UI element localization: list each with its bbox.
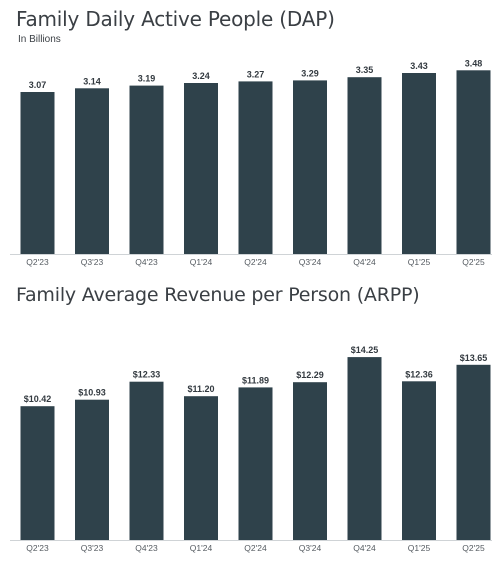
dap-x-tick-label-7: Q1'25 — [408, 257, 431, 267]
dap-bar-6 — [347, 77, 382, 254]
arpp-value-label-1: $10.93 — [78, 388, 106, 398]
arpp-value-label-2: $12.33 — [133, 370, 161, 380]
arpp-bar-1 — [75, 399, 109, 540]
dap-bar-chart: 3.07 Q2'23 3.14 Q3'23 3.19 Q4'23 3.24 Q1'24 3.27… — [10, 58, 492, 267]
arpp-bar-7 — [402, 381, 436, 540]
arpp-value-label-6: $14.25 — [351, 345, 379, 355]
arpp-value-label-0: $10.42 — [24, 394, 52, 404]
dap-value-label-0: 3.07 — [29, 80, 47, 90]
dap-value-label-7: 3.43 — [410, 61, 428, 71]
dap-bar-5 — [293, 80, 327, 255]
arpp-x-tick-label-2: Q4'23 — [135, 543, 158, 553]
dap-bar-0 — [20, 92, 55, 254]
arpp-bar-8 — [456, 364, 491, 540]
dap-chart-title: Family Daily Active People (DAP) — [16, 7, 335, 31]
dap-value-label-5: 3.29 — [301, 68, 319, 78]
dap-x-tick-label-6: Q4'24 — [353, 257, 376, 267]
arpp-x-tick-label-5: Q3'24 — [299, 543, 322, 553]
arpp-bar-0 — [20, 406, 55, 540]
dap-value-label-8: 3.48 — [465, 58, 483, 68]
arpp-x-tick-label-8: Q2'25 — [462, 543, 485, 553]
dap-x-tick-label-5: Q3'24 — [299, 257, 322, 267]
arpp-bar-5 — [293, 382, 327, 540]
arpp-x-tick-label-6: Q4'24 — [353, 543, 376, 553]
arpp-value-label-3: $11.20 — [187, 384, 214, 394]
dap-bar-4 — [238, 81, 273, 255]
dap-chart-subtitle: In Billions — [18, 34, 61, 45]
dap-x-tick-label-0: Q2'23 — [26, 257, 49, 267]
dap-x-tick-label-2: Q4'23 — [135, 257, 158, 267]
dap-value-label-6: 3.35 — [356, 65, 374, 75]
arpp-value-label-8: $13.65 — [460, 353, 488, 363]
arpp-x-tick-label-3: Q1'24 — [190, 543, 213, 553]
arpp-bar-2 — [129, 381, 164, 540]
arpp-x-tick-label-1: Q3'23 — [81, 543, 104, 553]
dap-x-tick-label-3: Q1'24 — [190, 257, 213, 267]
dap-bar-1 — [75, 88, 109, 254]
arpp-x-tick-label-0: Q2'23 — [26, 543, 49, 553]
arpp-chart-title: Family Average Revenue per Person (ARPP) — [16, 284, 420, 306]
dap-bar-7 — [402, 73, 436, 254]
arpp-bar-4 — [238, 387, 273, 540]
dap-value-label-2: 3.19 — [138, 74, 156, 84]
arpp-bar-6 — [347, 357, 382, 540]
arpp-bar-3 — [184, 396, 218, 540]
dap-bar-8 — [456, 70, 491, 254]
dap-bar-2 — [129, 85, 164, 254]
arpp-value-label-7: $12.36 — [405, 369, 433, 379]
dap-value-label-4: 3.27 — [247, 69, 265, 79]
dap-value-label-1: 3.14 — [83, 76, 101, 86]
dap-value-label-3: 3.24 — [192, 71, 210, 81]
dap-x-tick-label-8: Q2'25 — [462, 257, 485, 267]
dap-x-tick-label-1: Q3'23 — [81, 257, 104, 267]
arpp-x-tick-label-4: Q2'24 — [244, 543, 267, 553]
dap-bar-3 — [184, 83, 218, 254]
arpp-value-label-5: $12.29 — [296, 370, 324, 380]
dap-x-tick-label-4: Q2'24 — [244, 257, 267, 267]
arpp-value-label-4: $11.89 — [242, 375, 269, 385]
arpp-x-tick-label-7: Q1'25 — [408, 543, 431, 553]
